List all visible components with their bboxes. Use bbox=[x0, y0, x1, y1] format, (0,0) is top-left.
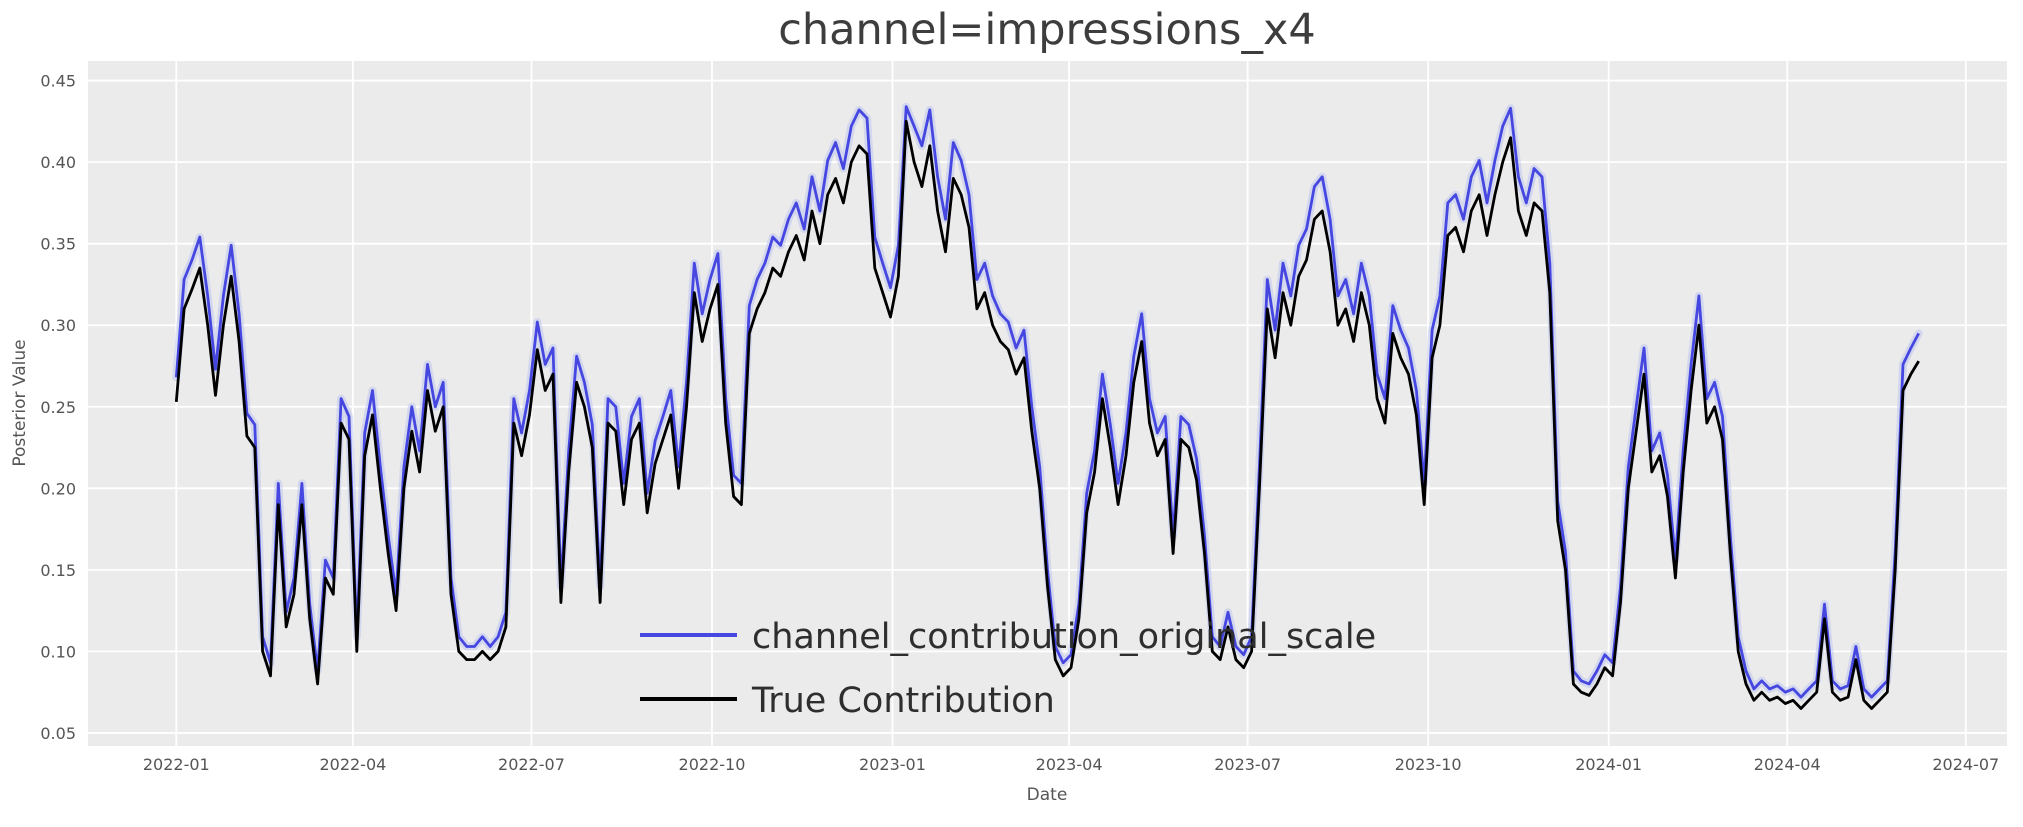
y-tick-label: 0.35 bbox=[40, 235, 76, 254]
y-tick-label: 0.15 bbox=[40, 561, 76, 580]
x-tick-label: 2024-04 bbox=[1754, 755, 1821, 774]
legend: channel_contribution_original_scale True… bbox=[640, 617, 1376, 721]
x-axis-label: Date bbox=[1027, 785, 1068, 805]
series-line-true-contribution bbox=[174, 119, 1920, 710]
legend-label-posterior: channel_contribution_original_scale bbox=[752, 617, 1376, 657]
x-tick-label: 2024-07 bbox=[1932, 755, 1999, 774]
y-tick-label: 0.40 bbox=[40, 153, 76, 172]
y-tick-label: 0.05 bbox=[40, 724, 76, 743]
x-tick-label: 2022-04 bbox=[319, 755, 386, 774]
x-tick-label: 2023-01 bbox=[859, 755, 926, 774]
x-tick-label: 2023-10 bbox=[1395, 755, 1462, 774]
chart-title: channel=impressions_x4 bbox=[778, 5, 1316, 55]
y-tick-label: 0.20 bbox=[40, 479, 76, 498]
y-tick-label: 0.10 bbox=[40, 642, 76, 661]
legend-label-true: True Contribution bbox=[751, 681, 1055, 721]
tick-labels: 0.05 0.10 0.15 0.20 0.25 0.30 0.35 0.40 0.45 2022… bbox=[40, 72, 1999, 774]
x-tick-label: 2023-04 bbox=[1036, 755, 1103, 774]
series-lines bbox=[174, 105, 1920, 710]
y-tick-label: 0.45 bbox=[40, 72, 76, 91]
x-tick-label: 2022-01 bbox=[143, 755, 210, 774]
x-tick-label: 2022-07 bbox=[498, 755, 565, 774]
x-tick-label: 2023-07 bbox=[1214, 755, 1281, 774]
y-tick-label: 0.25 bbox=[40, 398, 76, 417]
y-tick-label: 0.30 bbox=[40, 316, 76, 335]
x-tick-label: 2024-01 bbox=[1575, 755, 1642, 774]
x-tick-label: 2022-10 bbox=[679, 755, 746, 774]
y-axis-label: Posterior Value bbox=[10, 339, 30, 466]
